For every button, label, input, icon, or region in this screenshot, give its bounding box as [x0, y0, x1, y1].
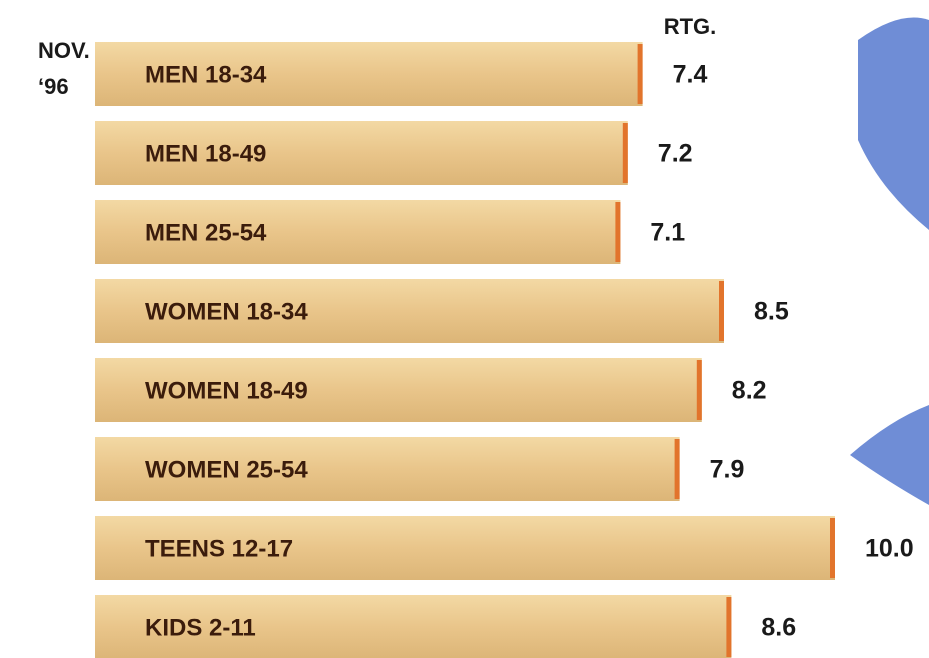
category-label: MEN 18-34: [145, 61, 267, 88]
category-label: WOMEN 25-54: [145, 456, 308, 483]
category-label: WOMEN 18-49: [145, 377, 308, 404]
bar-edge: [623, 123, 628, 183]
bar-edge: [726, 597, 731, 657]
annotation: ‘96: [38, 74, 69, 99]
value-label: 7.2: [658, 140, 693, 168]
value-label: 7.9: [710, 456, 745, 484]
bar-edge: [830, 518, 835, 578]
category-label: WOMEN 18-34: [145, 298, 308, 325]
bar-edge: [697, 360, 702, 420]
decor-shape: [858, 18, 929, 231]
category-label: MEN 25-54: [145, 219, 267, 246]
value-header: RTG.: [664, 14, 717, 39]
chart: NOV. ‘96 RTG. MEN 18-34 7.4 MEN 18-49 7.2 ME…: [0, 0, 929, 658]
bar-edge: [615, 202, 620, 262]
page: {"chart_data": {"type": "bar", "orientat…: [0, 0, 929, 658]
bar-edge: [675, 439, 680, 499]
value-label: 8.5: [754, 298, 789, 326]
annotation: NOV.: [38, 38, 90, 63]
value-label: 7.1: [650, 219, 685, 247]
category-label: TEENS 12-17: [145, 535, 293, 562]
value-label: 8.6: [761, 614, 796, 642]
decor-shape: [850, 405, 929, 505]
value-label: 7.4: [673, 61, 708, 89]
value-label: 8.2: [732, 377, 767, 405]
bar-edge: [638, 44, 643, 104]
category-label: KIDS 2-11: [145, 614, 256, 641]
value-label: 10.0: [865, 535, 914, 563]
bar-edge: [719, 281, 724, 341]
category-label: MEN 18-49: [145, 140, 266, 167]
